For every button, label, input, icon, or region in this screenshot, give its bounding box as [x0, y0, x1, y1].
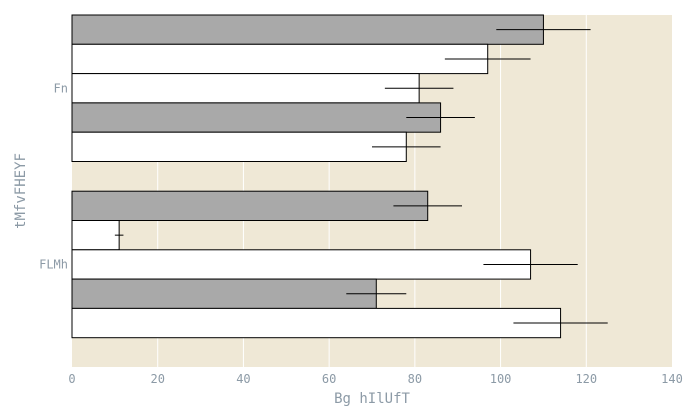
bar	[71, 190, 429, 221]
x-tick-label: 120	[575, 372, 597, 386]
category-labels: Fn FLMh	[39, 81, 68, 271]
bar	[71, 102, 442, 133]
x-tick-label: 40	[236, 372, 250, 386]
x-axis-title: Bg hIlUfT	[334, 391, 410, 407]
category-label: Fn	[54, 81, 68, 95]
bar	[71, 278, 377, 309]
x-tick-label: 100	[490, 372, 512, 386]
category-label: FLMh	[39, 257, 68, 271]
bar	[71, 14, 544, 45]
bar	[71, 43, 489, 75]
x-tick-label: 20	[150, 372, 164, 386]
x-tick-label: 60	[322, 372, 336, 386]
bar	[71, 307, 562, 339]
y-axis-title: tMfvFHEYF	[13, 153, 29, 229]
bar	[71, 131, 407, 162]
bar	[71, 73, 420, 104]
x-tick-label: 140	[661, 372, 683, 386]
error-bars	[114, 29, 608, 324]
x-tick-label: 0	[68, 372, 75, 386]
bar	[71, 220, 120, 251]
bar	[71, 249, 532, 280]
x-tick-label: 80	[408, 372, 422, 386]
x-tick-labels: 0 20 40 60 80 100 120 140	[68, 372, 682, 386]
